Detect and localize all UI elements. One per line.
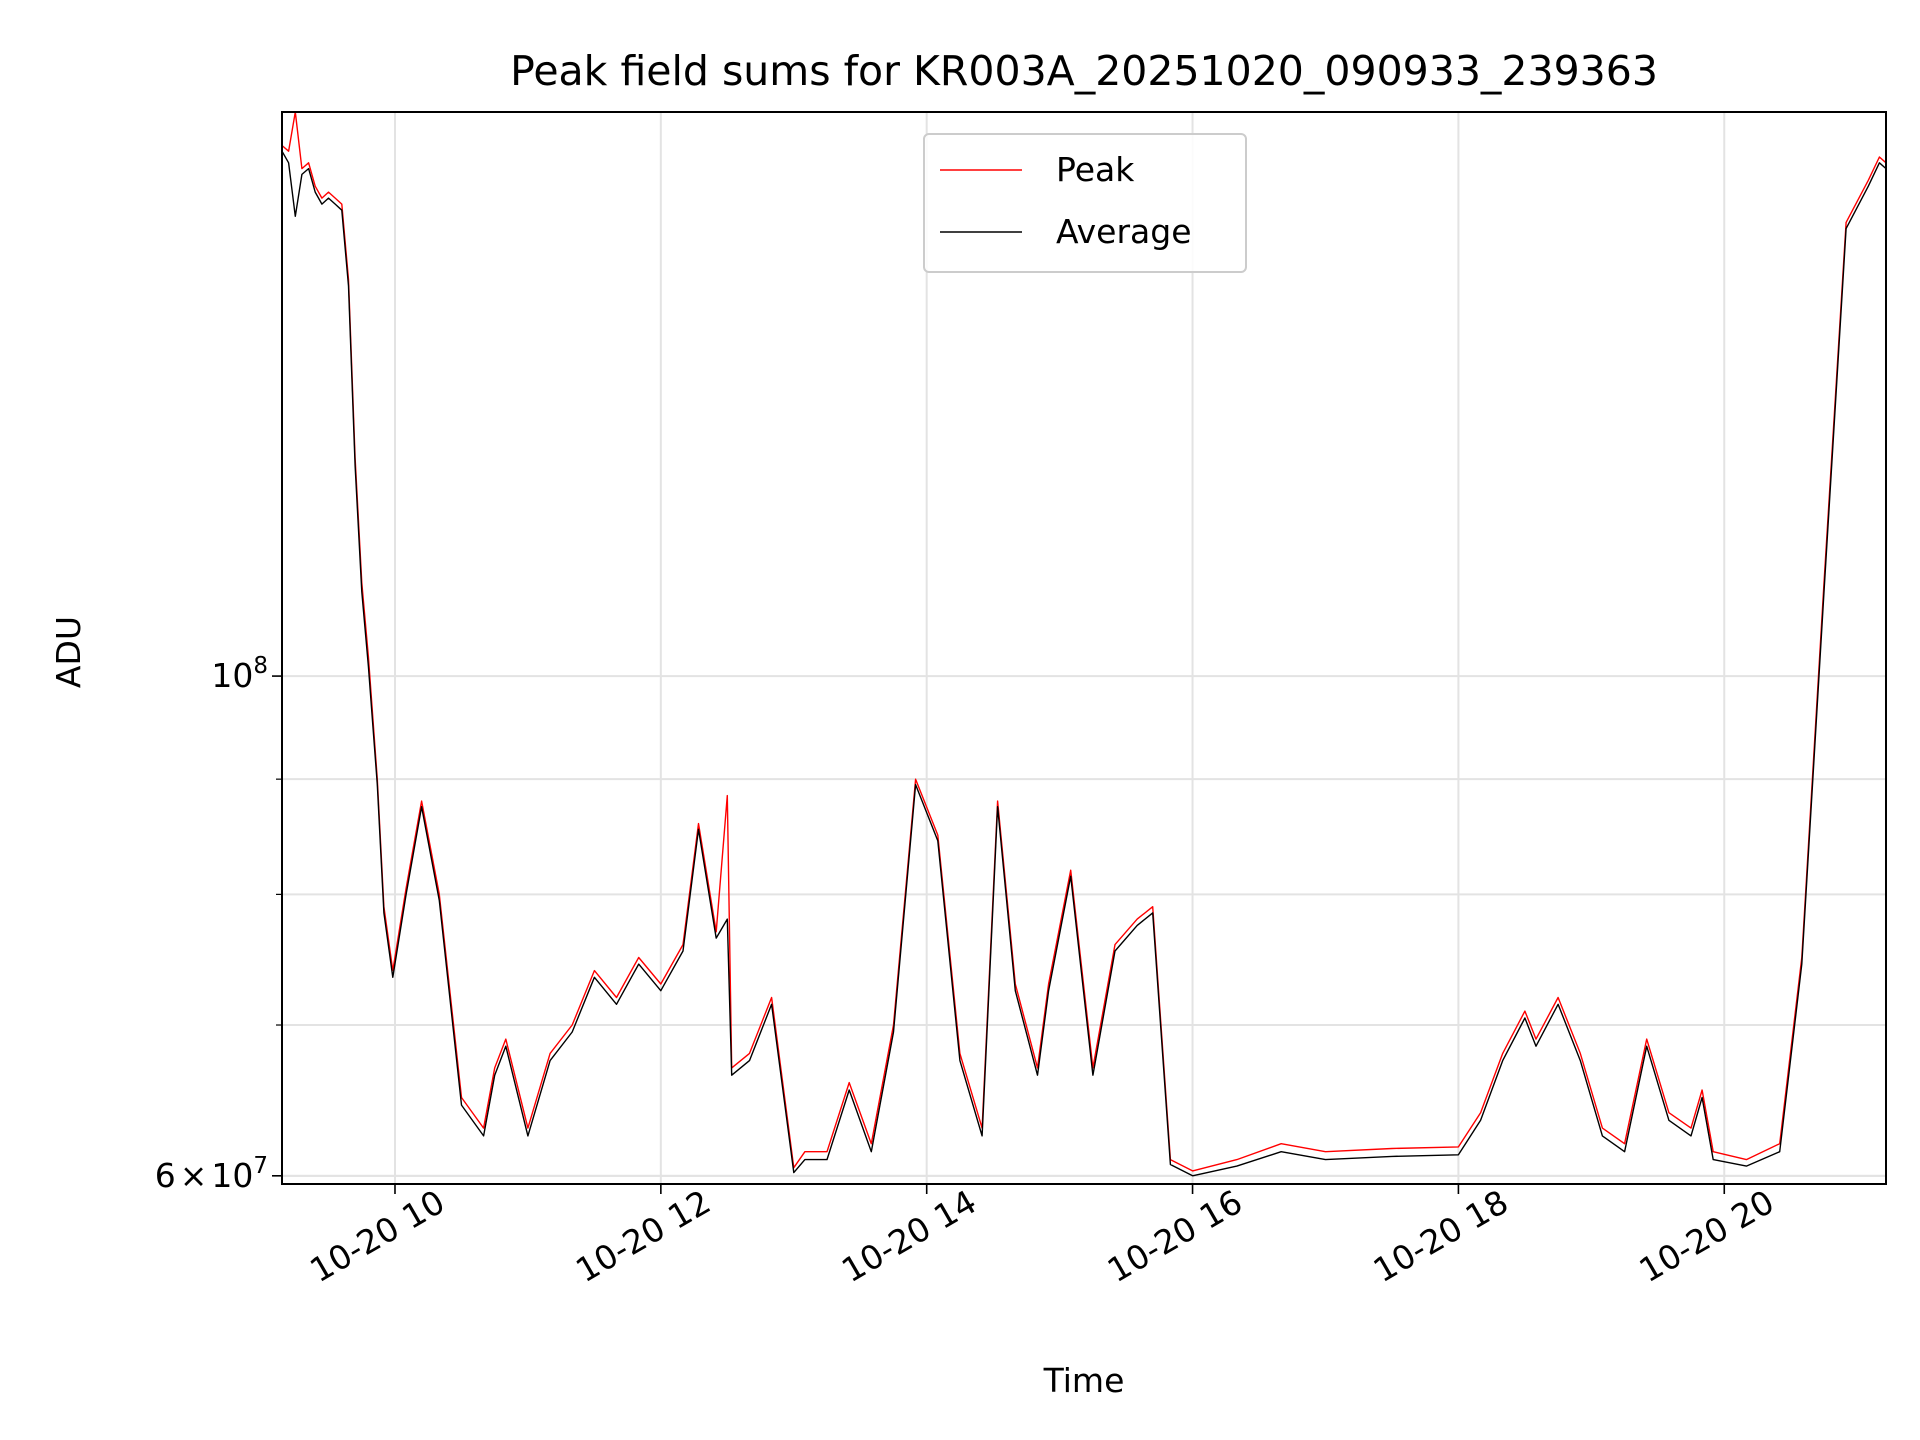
y-tick-exponent: 8 xyxy=(253,653,268,679)
legend: Peak Average xyxy=(923,133,1247,273)
legend-label-average: Average xyxy=(1056,212,1192,251)
y-tick-base: 10 xyxy=(211,656,253,695)
y-tick-label: 6 × 107 xyxy=(155,1153,268,1195)
y-tick-mantissa: 6 xyxy=(155,1156,176,1195)
legend-box xyxy=(923,133,1247,273)
y-tick-times: × xyxy=(180,1156,208,1195)
y-tick-label: 108 xyxy=(211,653,268,695)
y-axis-label: ADU xyxy=(49,616,88,688)
x-ticks: 10-20 10 10-20 12 10-20 14 10-20 16 10-20 18… xyxy=(303,1182,1780,1290)
series-line-average xyxy=(281,150,1887,1177)
x-axis-label: Time xyxy=(1043,1361,1125,1400)
x-tick-label: 10-20 14 xyxy=(835,1182,983,1290)
legend-label-peak: Peak xyxy=(1056,150,1135,189)
series-layer xyxy=(281,111,1887,1177)
x-tick-label: 10-20 12 xyxy=(569,1182,717,1290)
y-tick-exponent: 7 xyxy=(253,1153,268,1179)
plot-frame xyxy=(281,111,1887,1185)
x-tick-label: 10-20 20 xyxy=(1633,1182,1781,1290)
y-tick-base: 10 xyxy=(211,1156,253,1195)
chart-title: Peak field sums for KR003A_20251020_0909… xyxy=(510,47,1658,95)
grid xyxy=(282,112,1886,1184)
x-tick-label: 10-20 16 xyxy=(1101,1182,1249,1290)
x-tick-label: 10-20 10 xyxy=(303,1182,451,1290)
x-tick-label: 10-20 18 xyxy=(1367,1182,1515,1290)
